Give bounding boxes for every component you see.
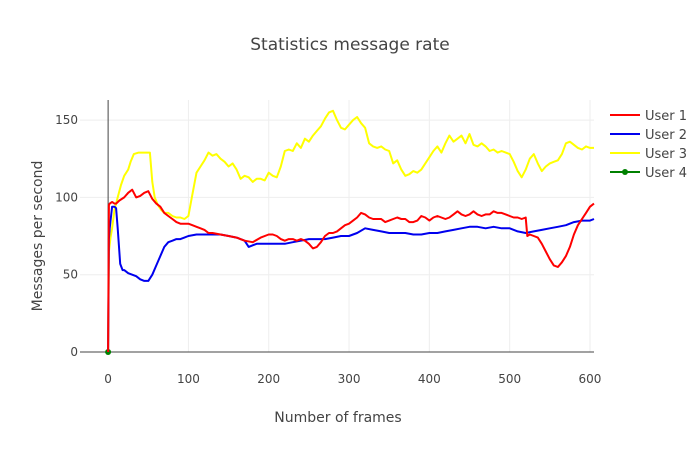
- x-tick-label: 0: [104, 372, 112, 386]
- x-tick-label: 400: [418, 372, 441, 386]
- x-tick-label: 300: [338, 372, 361, 386]
- y-tick-label: 0: [70, 345, 78, 359]
- legend-label: User 4: [645, 166, 687, 181]
- legend-item-user-1[interactable]: User 1: [610, 109, 687, 124]
- legend-label: User 2: [645, 128, 687, 143]
- legend-label: User 1: [645, 109, 687, 124]
- legend-item-user-3[interactable]: User 3: [610, 147, 687, 162]
- x-tick-label: 600: [579, 372, 602, 386]
- grid: [80, 100, 594, 352]
- user-2-line: [107, 205, 595, 353]
- x-tick-label: 100: [177, 372, 200, 386]
- user-1-line: [107, 188, 595, 353]
- y-tick-label: 100: [55, 190, 78, 204]
- chart-title: Statistics message rate: [250, 35, 449, 55]
- y-axis-title: Messages per second: [30, 161, 46, 312]
- y-tick-label: 50: [63, 268, 78, 282]
- x-tick-label: 500: [498, 372, 521, 386]
- axes: [80, 100, 594, 353]
- tick-labels: 0 100 200 300 400 500 600 0 50 100 150: [55, 113, 601, 386]
- plot-area: [105, 109, 595, 355]
- x-axis-title: Number of frames: [274, 410, 401, 426]
- user-3-line: [107, 109, 594, 353]
- x-tick-label: 200: [257, 372, 280, 386]
- legend: User 1 User 2 User 3 User 4: [610, 109, 687, 181]
- legend-label: User 3: [645, 147, 687, 162]
- legend-item-user-2[interactable]: User 2: [610, 128, 687, 143]
- legend-marker: [622, 169, 628, 175]
- legend-item-user-4[interactable]: User 4: [610, 166, 687, 181]
- y-tick-label: 150: [55, 113, 78, 127]
